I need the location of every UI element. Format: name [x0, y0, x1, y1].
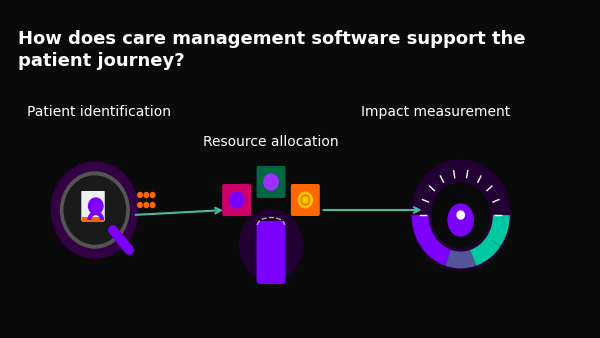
- FancyBboxPatch shape: [82, 217, 104, 222]
- Circle shape: [264, 174, 278, 190]
- Circle shape: [268, 176, 275, 184]
- Circle shape: [138, 193, 142, 197]
- Ellipse shape: [448, 204, 473, 236]
- Circle shape: [151, 193, 155, 197]
- Circle shape: [432, 183, 490, 247]
- Text: How does care management software support the: How does care management software suppor…: [18, 30, 526, 48]
- Circle shape: [138, 202, 142, 208]
- FancyBboxPatch shape: [82, 191, 105, 221]
- Circle shape: [52, 162, 138, 258]
- Text: Patient identification: Patient identification: [27, 105, 171, 119]
- Circle shape: [89, 198, 103, 214]
- Circle shape: [239, 210, 302, 280]
- Circle shape: [144, 202, 149, 208]
- Circle shape: [411, 160, 511, 270]
- FancyBboxPatch shape: [222, 184, 251, 216]
- Text: patient journey?: patient journey?: [18, 52, 185, 70]
- Circle shape: [144, 193, 149, 197]
- FancyBboxPatch shape: [291, 184, 320, 216]
- Text: Resource allocation: Resource allocation: [203, 135, 339, 149]
- Text: Impact measurement: Impact measurement: [361, 105, 511, 119]
- Circle shape: [229, 192, 244, 208]
- Circle shape: [151, 202, 155, 208]
- FancyBboxPatch shape: [257, 221, 286, 284]
- Circle shape: [457, 211, 464, 219]
- Circle shape: [61, 172, 129, 248]
- Circle shape: [64, 176, 125, 244]
- Circle shape: [302, 197, 308, 203]
- FancyBboxPatch shape: [257, 166, 286, 198]
